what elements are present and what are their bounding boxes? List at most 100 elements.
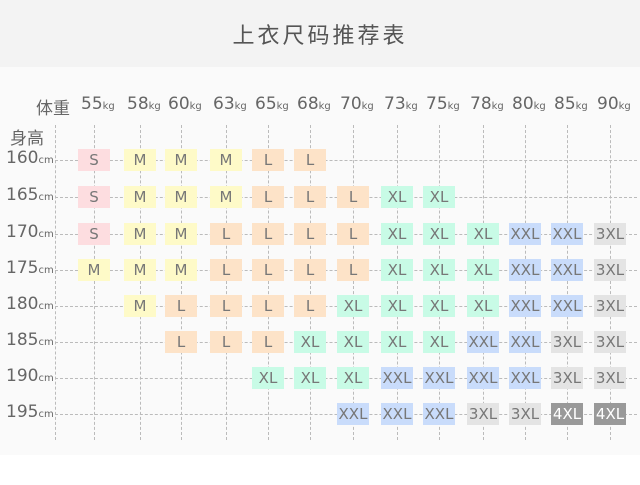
size-cell: M <box>210 186 242 208</box>
weight-axis-label: 体重 <box>36 99 70 119</box>
size-cell: L <box>337 223 369 245</box>
size-cell: XL <box>381 295 413 317</box>
size-cell: XL <box>423 186 455 208</box>
size-cell: XXL <box>509 259 541 281</box>
size-cell: M <box>165 259 197 281</box>
size-cell: 3XL <box>551 331 583 353</box>
size-cell: 3XL <box>594 259 626 281</box>
size-cell: 3XL <box>594 367 626 389</box>
size-cell: XL <box>294 331 326 353</box>
weight-label: 75kg <box>426 94 460 114</box>
grid-vline <box>567 125 568 440</box>
size-cell: XXL <box>423 367 455 389</box>
grid-vline <box>483 125 484 440</box>
size-cell: XL <box>381 186 413 208</box>
size-cell: 3XL <box>594 223 626 245</box>
size-cell: L <box>294 259 326 281</box>
grid-vline <box>610 125 611 440</box>
size-cell: XXL <box>467 367 499 389</box>
grid-vline <box>353 125 354 440</box>
size-cell: M <box>165 149 197 171</box>
size-cell: S <box>78 186 110 208</box>
weight-label: 73kg <box>384 94 418 114</box>
height-label: 190cm <box>6 366 54 386</box>
size-cell: L <box>165 331 197 353</box>
size-cell: L <box>294 295 326 317</box>
size-cell: M <box>78 259 110 281</box>
size-cell: M <box>124 149 156 171</box>
size-cell: XL <box>337 331 369 353</box>
size-cell: XXL <box>509 223 541 245</box>
size-cell: L <box>210 295 242 317</box>
size-cell: XXL <box>337 403 369 425</box>
height-label: 170cm <box>6 222 54 242</box>
size-cell: XXL <box>509 295 541 317</box>
size-cell: S <box>78 223 110 245</box>
size-cell: L <box>294 223 326 245</box>
grid-border-left <box>55 125 56 440</box>
grid-vline <box>268 125 269 440</box>
grid-vline <box>310 125 311 440</box>
size-cell: 3XL <box>594 295 626 317</box>
size-cell: L <box>294 186 326 208</box>
size-cell: XL <box>467 223 499 245</box>
size-cell: L <box>165 295 197 317</box>
height-label: 165cm <box>6 185 54 205</box>
weight-label: 63kg <box>213 94 247 114</box>
size-cell: L <box>252 295 284 317</box>
size-cell: L <box>337 186 369 208</box>
size-cell: M <box>124 186 156 208</box>
size-cell: M <box>124 259 156 281</box>
weight-label: 90kg <box>597 94 631 114</box>
weight-label: 68kg <box>297 94 331 114</box>
size-cell: L <box>252 331 284 353</box>
height-label: 180cm <box>6 294 54 314</box>
grid-vline <box>397 125 398 440</box>
size-cell: M <box>124 295 156 317</box>
size-cell: 4XL <box>551 403 583 425</box>
size-cell: 3XL <box>509 403 541 425</box>
size-cell: XXL <box>381 367 413 389</box>
size-cell: 3XL <box>551 367 583 389</box>
size-cell: L <box>252 149 284 171</box>
size-cell: XL <box>423 295 455 317</box>
weight-label: 78kg <box>470 94 504 114</box>
size-cell: XXL <box>551 223 583 245</box>
size-cell: XL <box>381 259 413 281</box>
size-cell: L <box>210 259 242 281</box>
size-cell: M <box>124 223 156 245</box>
height-label: 175cm <box>6 258 54 278</box>
grid-vline <box>439 125 440 440</box>
weight-label: 58kg <box>127 94 161 114</box>
size-cell: M <box>165 223 197 245</box>
size-cell: XXL <box>509 331 541 353</box>
weight-label: 80kg <box>512 94 546 114</box>
size-cell: XL <box>423 331 455 353</box>
size-cell: S <box>78 149 110 171</box>
height-axis-label: 身高 <box>10 129 44 149</box>
size-cell: XL <box>467 295 499 317</box>
size-cell: XL <box>337 367 369 389</box>
size-cell: XL <box>381 223 413 245</box>
size-cell: L <box>294 149 326 171</box>
size-cell: 3XL <box>594 331 626 353</box>
weight-label: 60kg <box>168 94 202 114</box>
size-cell: M <box>165 186 197 208</box>
height-label: 195cm <box>6 402 54 422</box>
size-cell: L <box>337 259 369 281</box>
size-cell: XXL <box>381 403 413 425</box>
grid-vline <box>525 125 526 440</box>
size-cell: 4XL <box>594 403 626 425</box>
size-cell: XXL <box>467 331 499 353</box>
size-cell: L <box>252 223 284 245</box>
size-cell: L <box>252 259 284 281</box>
weight-label: 65kg <box>255 94 289 114</box>
page-title: 上衣尺码推荐表 <box>0 0 640 67</box>
size-cell: XL <box>423 223 455 245</box>
size-cell: XL <box>423 259 455 281</box>
size-cell: L <box>210 223 242 245</box>
grid-vline <box>94 125 95 440</box>
height-label: 160cm <box>6 148 54 168</box>
size-cell: XL <box>381 331 413 353</box>
size-cell: L <box>210 331 242 353</box>
